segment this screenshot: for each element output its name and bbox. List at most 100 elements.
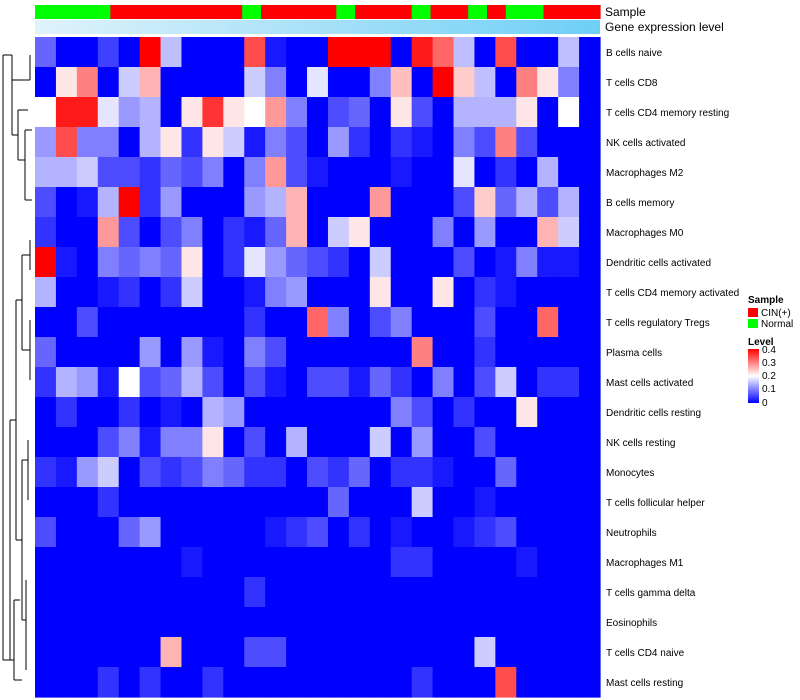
heatmap-cell: [474, 157, 496, 188]
heatmap-cell: [97, 427, 120, 458]
heatmap-cell: [202, 217, 224, 248]
heatmap-cell: [348, 337, 371, 368]
row-label: Dendritic cells activated: [606, 258, 711, 269]
heatmap-cell: [139, 637, 162, 668]
heatmap-cell: [558, 247, 580, 278]
heatmap-cell: [286, 337, 308, 368]
heatmap-cell: [286, 187, 308, 218]
heatmap-cell: [76, 67, 99, 98]
heatmap-cell: [307, 187, 329, 218]
sample-annotation-cell: [129, 5, 149, 19]
heatmap-cell: [97, 457, 120, 488]
heatmap-cell: [76, 427, 99, 458]
heatmap-cell: [35, 127, 57, 158]
heatmap-cell: [244, 487, 266, 518]
heatmap-cell: [411, 217, 434, 248]
heatmap-cell: [76, 517, 99, 548]
sample-annotation-cell: [487, 5, 507, 19]
heatmap-cell: [327, 577, 350, 608]
heatmap-cell: [223, 37, 245, 68]
heatmap-cell: [160, 37, 183, 68]
heatmap-cell: [495, 67, 517, 98]
heatmap-cell: [181, 457, 204, 488]
heatmap-cell: [495, 277, 517, 308]
heatmap-cell: [55, 457, 78, 488]
heatmap-cell: [474, 607, 496, 638]
heatmap-cell: [181, 157, 204, 188]
heatmap-cell: [97, 277, 120, 308]
heatmap-cell: [453, 217, 476, 248]
heatmap-cell: [286, 367, 308, 398]
heatmap-cell: [558, 277, 580, 308]
heatmap-cell: [244, 37, 266, 68]
heatmap-cell: [516, 37, 538, 68]
heatmap-cell: [307, 217, 329, 248]
heatmap-cell: [286, 37, 308, 68]
heatmap-cell: [97, 487, 120, 518]
heatmap-cell: [390, 337, 413, 368]
heatmap-cell: [139, 547, 162, 578]
heatmap-cell: [76, 37, 99, 68]
heatmap-cell: [55, 337, 78, 368]
heatmap-cell: [369, 547, 392, 578]
heatmap-cell: [265, 337, 287, 368]
heatmap-cell: [474, 517, 496, 548]
heatmap-cell: [139, 367, 162, 398]
heatmap-cell: [244, 127, 266, 158]
sample-annotation-cell: [524, 5, 545, 19]
heatmap-cell: [76, 337, 99, 368]
heatmap-cell: [558, 37, 580, 68]
heatmap-cell: [265, 637, 287, 668]
heatmap-cell: [369, 667, 392, 698]
heatmap-cell: [202, 277, 224, 308]
heatmap-cell: [181, 127, 204, 158]
heatmap-cell: [558, 187, 580, 218]
heatmap-cell: [139, 517, 162, 548]
heatmap-cell: [76, 307, 99, 338]
heatmap-cell: [495, 607, 517, 638]
heatmap-cell: [369, 577, 392, 608]
heatmap-cell: [453, 577, 476, 608]
sample-annotation-cell: [261, 5, 281, 19]
heatmap-cell: [537, 277, 559, 308]
heatmap-cell: [432, 277, 455, 308]
heatmap-cell: [453, 277, 476, 308]
row-label: B cells naive: [606, 48, 663, 59]
heatmap-cell: [160, 517, 183, 548]
heatmap-cell: [181, 277, 204, 308]
level-legend-title: Level: [748, 337, 774, 348]
heatmap-cell: [202, 487, 224, 518]
heatmap-cell: [411, 97, 434, 128]
heatmap-cell: [286, 517, 308, 548]
heatmap-cell: [537, 397, 559, 428]
heatmap-cell: [390, 97, 413, 128]
heatmap-cell: [516, 487, 538, 518]
heatmap-cell: [348, 37, 371, 68]
heatmap-cell: [327, 397, 350, 428]
heatmap-cell: [139, 607, 162, 638]
heatmap-cell: [223, 397, 245, 428]
heatmap-cell: [369, 97, 392, 128]
heatmap-cell: [411, 337, 434, 368]
heatmap-cell: [537, 67, 559, 98]
heatmap-cell: [495, 397, 517, 428]
heatmap-cell: [307, 637, 329, 668]
heatmap-cell: [516, 67, 538, 98]
heatmap-cell: [118, 37, 141, 68]
heatmap-cell: [558, 577, 580, 608]
heatmap-cell: [558, 667, 580, 698]
heatmap-cell: [369, 457, 392, 488]
heatmap-cell: [348, 607, 371, 638]
heatmap-cell: [265, 247, 287, 278]
heatmap-cell: [579, 127, 601, 158]
heatmap-cell: [35, 217, 57, 248]
heatmap-cell: [35, 337, 57, 368]
heatmap-cell: [139, 457, 162, 488]
row-label: T cells CD4 memory resting: [606, 108, 729, 119]
heatmap-cell: [327, 667, 350, 698]
heatmap-cell: [286, 427, 308, 458]
row-label: Macrophages M1: [606, 558, 684, 569]
heatmap-cell: [35, 637, 57, 668]
heatmap-cell: [160, 187, 183, 218]
heatmap-cell: [558, 337, 580, 368]
